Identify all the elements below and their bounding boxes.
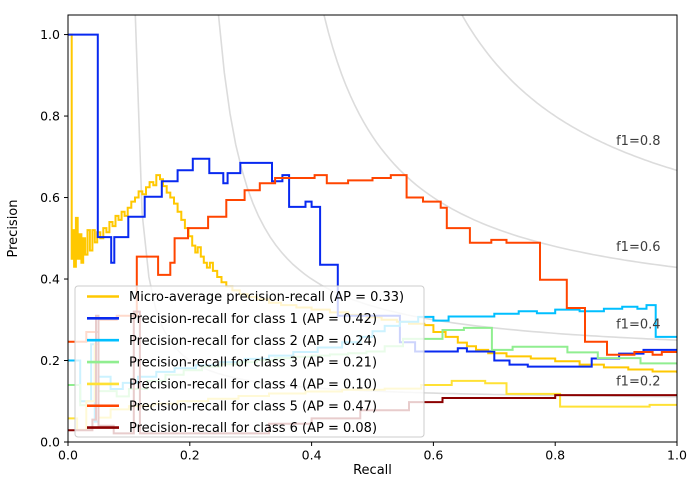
axes [67, 14, 678, 443]
y-tick-label: 0.6 [40, 190, 60, 205]
y-tick-label: 0.8 [40, 108, 60, 123]
iso-f1-label: f1=0.8 [616, 134, 660, 149]
legend-box [74, 285, 425, 438]
legend-label-class-5: Precision-recall for class 5 (AP = 0.47) [129, 399, 377, 414]
x-tick-label: 0.8 [545, 448, 565, 463]
iso-f1-labels: f1=0.2 f1=0.4 f1=0.6 f1=0.8 [616, 134, 660, 389]
x-tick-label: 0.0 [58, 448, 78, 463]
iso-f1-label: f1=0.4 [616, 317, 660, 332]
iso-f1-curve-f1=0.8 [461, 15, 677, 172]
x-axis-title: Recall [353, 463, 392, 478]
y-tick-label: 0.2 [40, 353, 60, 368]
curve-class-1 [68, 33, 677, 368]
y-tick-label: 0.4 [40, 271, 60, 286]
y-axis-ticks: 0.0 0.2 0.4 0.6 0.8 1.0 [40, 27, 68, 449]
legend-label-class-4: Precision-recall for class 4 (AP = 0.10) [129, 378, 377, 393]
y-axis-title: Precision [6, 199, 21, 257]
legend: Micro-average precision-recall (AP = 0.3… [74, 285, 425, 438]
iso-f1-label: f1=0.6 [616, 240, 660, 255]
iso-f1-label: f1=0.2 [616, 374, 660, 389]
legend-label-class-2: Precision-recall for class 2 (AP = 0.24) [129, 334, 377, 349]
curve-class-5 [68, 174, 677, 356]
legend-label-class-3: Precision-recall for class 3 (AP = 0.21) [129, 356, 377, 371]
x-axis-ticks: 0.0 0.2 0.4 0.6 0.8 1.0 [58, 442, 687, 463]
x-tick-label: 0.4 [302, 448, 322, 463]
y-tick-label: 0.0 [40, 434, 60, 449]
iso-f1-curve-f1=0.4 [217, 15, 677, 341]
plot-border [67, 14, 678, 443]
legend-label-micro-average: Micro-average precision-recall (AP = 0.3… [129, 290, 404, 305]
x-tick-label: 1.0 [667, 448, 687, 463]
x-tick-label: 0.2 [180, 448, 200, 463]
x-tick-label: 0.6 [423, 448, 443, 463]
iso-f1-curve-f1=0.6 [323, 15, 677, 269]
legend-label-class-1: Precision-recall for class 1 (AP = 0.42) [129, 312, 377, 327]
y-tick-label: 1.0 [40, 27, 60, 42]
legend-label-class-6: Precision-recall for class 6 (AP = 0.08) [129, 421, 377, 436]
